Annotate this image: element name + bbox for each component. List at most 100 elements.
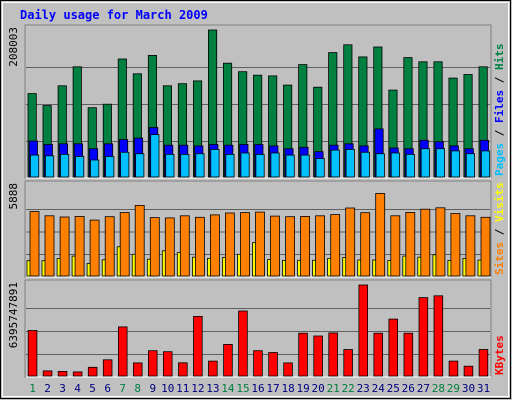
bar-kbytes-17 <box>268 352 278 377</box>
bar-pages-13 <box>210 148 220 178</box>
y-max-label: 208003 <box>7 27 20 67</box>
bar-kbytes-10 <box>162 351 173 377</box>
bar-kbytes-11 <box>178 362 188 377</box>
bar-pages-20 <box>315 158 325 178</box>
bar-pages-8 <box>135 153 145 178</box>
x-tick-label-31: 31 <box>477 382 490 395</box>
x-tick-label-9: 9 <box>149 382 156 395</box>
legend-part: Sites <box>493 242 506 275</box>
bar-sites-31 <box>480 216 491 277</box>
bar-kbytes-25 <box>388 318 398 377</box>
bar-sites-2 <box>44 215 55 277</box>
bar-pages-11 <box>180 153 190 178</box>
bar-pages-18 <box>285 154 295 178</box>
bar-pages-5 <box>90 159 100 178</box>
legend-part: / <box>493 222 506 242</box>
bar-kbytes-2 <box>42 370 53 377</box>
bar-pages-7 <box>120 151 130 178</box>
bar-kbytes-4 <box>72 371 83 377</box>
bevel-light <box>2 2 509 397</box>
bar-pages-19 <box>300 154 310 178</box>
bar-sites-25 <box>390 215 401 277</box>
bar-sites-17 <box>270 215 280 277</box>
bar-sites-11 <box>179 215 190 277</box>
bar-pages-26 <box>405 153 415 178</box>
bar-kbytes-20 <box>313 335 323 377</box>
bar-kbytes-3 <box>57 370 68 377</box>
bar-kbytes-28 <box>433 295 444 377</box>
x-tick-label-7: 7 <box>119 382 126 395</box>
x-tick-label-28: 28 <box>432 382 445 395</box>
bar-sites-5 <box>89 219 100 277</box>
series-legend: Pages / Files / Hits <box>493 44 506 177</box>
x-tick-label-3: 3 <box>59 382 66 395</box>
x-tick-label-2: 2 <box>44 382 51 395</box>
legend-part: Hits <box>493 44 506 71</box>
legend-part: Files <box>493 90 506 123</box>
panel-hits-files-pages: 208003 Pages / Files / Hits <box>7 24 506 179</box>
bar-pages-24 <box>375 153 385 178</box>
bar-sites-27 <box>420 208 431 277</box>
bar-kbytes-29 <box>448 360 459 377</box>
bar-kbytes-13 <box>208 360 218 377</box>
bar-sites-23 <box>360 212 371 277</box>
x-tick-label-11: 11 <box>176 382 189 395</box>
x-tick-label-13: 13 <box>206 382 219 395</box>
bar-pages-3 <box>60 153 70 178</box>
x-tick-label-30: 30 <box>462 382 475 395</box>
bar-sites-26 <box>405 211 416 277</box>
bar-pages-27 <box>420 148 430 178</box>
y-max-label: 5888 <box>7 183 20 210</box>
bar-pages-28 <box>435 148 445 178</box>
bar-sites-10 <box>164 217 175 277</box>
bar-sites-7 <box>119 212 130 277</box>
bar-sites-15 <box>240 212 250 277</box>
bar-kbytes-14 <box>223 343 233 377</box>
bar-pages-25 <box>390 152 400 178</box>
bar-sites-21 <box>330 214 341 277</box>
bar-kbytes-8 <box>132 362 143 377</box>
x-tick-label-20: 20 <box>311 382 324 395</box>
chart-title: Daily usage for March 2009 <box>20 8 208 22</box>
bar-sites-9 <box>149 217 160 277</box>
bar-pages-4 <box>75 156 85 178</box>
bar-kbytes-27 <box>418 297 429 377</box>
bar-sites-24 <box>375 193 386 277</box>
bar-kbytes-31 <box>478 349 489 377</box>
bar-sites-20 <box>315 215 326 277</box>
bar-kbytes-18 <box>283 362 293 377</box>
bar-sites-18 <box>285 216 296 277</box>
x-tick-label-24: 24 <box>372 382 386 395</box>
x-tick-label-27: 27 <box>417 382 430 395</box>
series-pages <box>29 134 491 178</box>
x-tick-label-5: 5 <box>89 382 96 395</box>
x-tick-label-4: 4 <box>74 382 81 395</box>
x-tick-label-19: 19 <box>296 382 309 395</box>
legend-part: KBytes <box>493 335 506 375</box>
bar-pages-23 <box>360 151 370 178</box>
panel-visits-sites: 5888 Sites / Visits <box>7 180 506 278</box>
bar-pages-22 <box>345 148 355 178</box>
bar-kbytes-1 <box>27 330 38 377</box>
bar-kbytes-5 <box>87 366 98 377</box>
x-tick-label-1: 1 <box>29 382 36 395</box>
bar-kbytes-7 <box>118 326 128 377</box>
bar-sites-19 <box>300 215 311 277</box>
bar-kbytes-9 <box>147 350 158 377</box>
x-tick-label-12: 12 <box>191 382 204 395</box>
x-tick-label-15: 15 <box>236 382 249 395</box>
bar-kbytes-21 <box>328 332 338 377</box>
bar-kbytes-6 <box>102 359 113 377</box>
bar-kbytes-24 <box>373 332 383 377</box>
bar-pages-21 <box>330 149 340 178</box>
bar-kbytes-12 <box>193 315 203 377</box>
bar-kbytes-19 <box>298 332 308 377</box>
x-tick-label-14: 14 <box>221 382 235 395</box>
panel-kbytes: 6395747891 KBytes <box>7 279 506 378</box>
bar-pages-16 <box>255 153 265 178</box>
bar-sites-29 <box>450 213 461 277</box>
bar-pages-10 <box>165 153 175 178</box>
series-legend: Sites / Visits <box>493 182 506 275</box>
